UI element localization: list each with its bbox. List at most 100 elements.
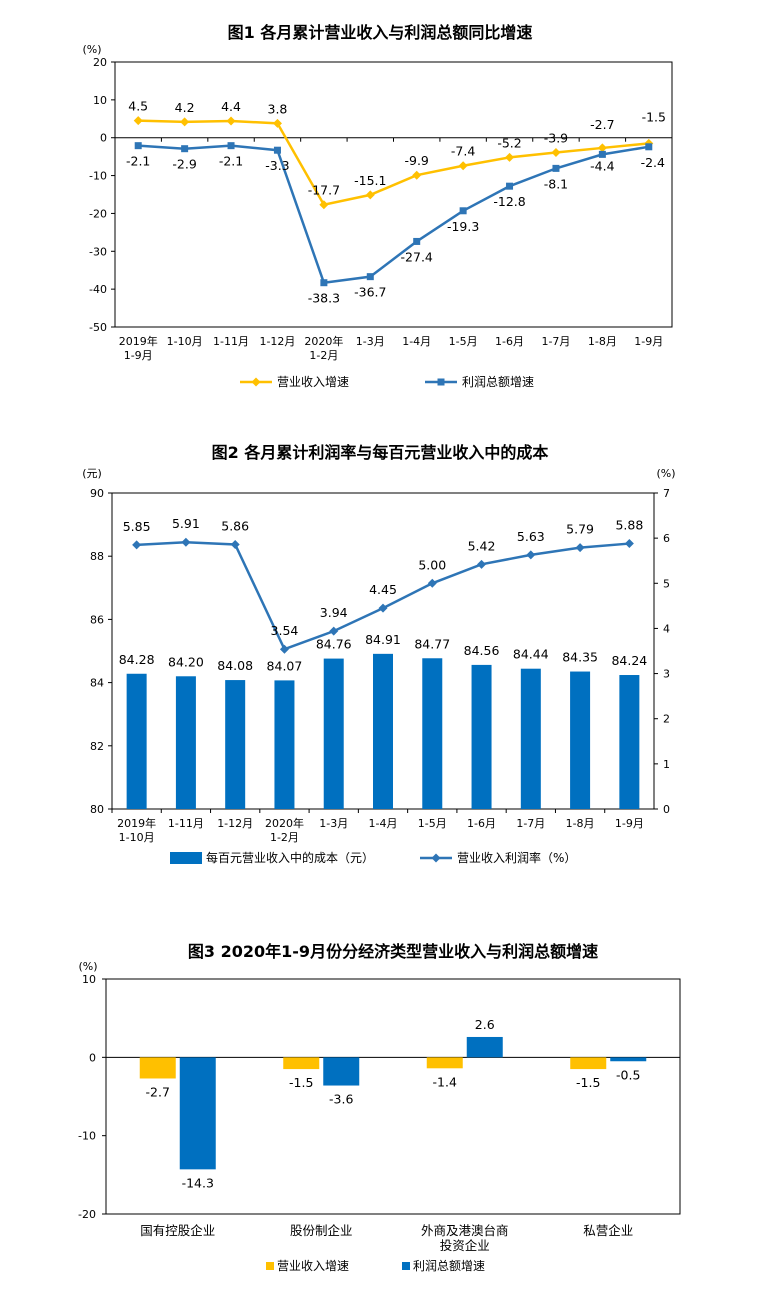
- chart3-revenue-data-label: -1.5: [576, 1075, 600, 1090]
- chart1-revenue-point: [226, 116, 236, 126]
- chart3-title: 图3 2020年1-9月份分经济类型营业收入与利润总额增速: [188, 942, 598, 961]
- chart1-y-tick-label: -20: [89, 207, 107, 220]
- chart2-cost-data-label: 84.28: [119, 652, 155, 667]
- chart3-y-tick-label: -10: [78, 1130, 96, 1143]
- chart2-profit-rate-point: [132, 540, 142, 550]
- chart1-revenue-point: [365, 190, 375, 200]
- chart2-left-tick-label: 86: [90, 613, 104, 626]
- chart1-profit-data-label: -36.7: [354, 285, 386, 300]
- chart2-x-tick-label: 2019年 1-10月: [117, 816, 156, 844]
- chart1-revenue-point: [551, 147, 561, 157]
- chart1-revenue-data-label: -7.4: [451, 144, 475, 159]
- chart2-right-tick-label: 4: [663, 622, 670, 635]
- chart2-profit-rate-point: [181, 537, 191, 547]
- chart1-profit-point: [506, 182, 514, 190]
- chart2-right-tick-label: 6: [663, 532, 670, 545]
- chart3-revenue-bar: [426, 1057, 463, 1069]
- chart2-profit-rate-point: [329, 626, 339, 636]
- chart1-profit-point: [134, 142, 142, 150]
- chart1-revenue-data-label: -17.7: [308, 183, 340, 198]
- chart3-x-tick-label: 国有控股企业: [140, 1223, 215, 1238]
- chart2-x-tick-label: 1-6月: [467, 817, 496, 830]
- chart1-profit-point: [273, 146, 281, 154]
- chart2-profit-rate-point: [279, 644, 289, 654]
- chart2-title: 图2 各月累计利润率与每百元营业收入中的成本: [212, 443, 549, 462]
- chart1-revenue-point: [505, 152, 515, 162]
- chart2-cost-bar: [323, 658, 344, 809]
- chart2-left-tick-label: 80: [90, 803, 104, 816]
- chart3-x-tick-label: 股份制企业: [290, 1223, 353, 1238]
- chart2-cost-data-label: 84.44: [513, 647, 549, 662]
- chart2-cost-bar: [274, 680, 295, 809]
- chart3-profit-bar: [610, 1057, 647, 1062]
- chart1-x-tick-label: 2020年 1-2月: [304, 334, 343, 362]
- chart3-legend-profit-label: 利润总额增速: [413, 1259, 485, 1273]
- chart3-revenue-bar: [139, 1057, 176, 1079]
- chart2-profit-rate-data-label: 5.42: [468, 538, 496, 553]
- chart2-profit-rate-data-label: 5.88: [615, 518, 643, 533]
- chart3-profit-data-label: -3.6: [329, 1092, 353, 1107]
- chart2-right-tick-label: 3: [663, 668, 670, 681]
- chart2-left-tick-label: 82: [90, 740, 104, 753]
- chart1-profit-point: [320, 279, 328, 287]
- chart1-profit-point: [413, 237, 421, 245]
- chart2-right-tick-label: 1: [663, 758, 670, 771]
- chart2-profit-rate-data-label: 3.94: [320, 605, 348, 620]
- chart1-profit-point: [645, 143, 653, 151]
- chart2-profit-rate-data-label: 5.63: [517, 529, 545, 544]
- chart1-x-tick-label: 1-9月: [634, 335, 663, 348]
- chart1-revenue-point: [458, 161, 468, 171]
- chart1-revenue-line: [138, 119, 649, 207]
- chart1-revenue-point: [597, 143, 607, 153]
- chart1-revenue-point: [319, 200, 329, 210]
- chart2-cost-bar: [471, 664, 492, 809]
- chart2-cost-bar: [175, 676, 196, 809]
- chart1-profit-data-label: -2.4: [641, 155, 665, 170]
- chart1-y-tick-label: 0: [100, 132, 107, 145]
- chart-revenue-profit-growth: 图1 各月累计营业收入与利润总额同比增速 (%) -50 -40 -30 -20 -10 0 1…: [0, 0, 760, 410]
- chart2-cost-bar: [619, 675, 640, 809]
- chart2-left-tick-label: 88: [90, 550, 104, 563]
- chart2-x-tick-label: 1-4月: [369, 817, 398, 830]
- chart1-revenue-data-label: -2.7: [590, 117, 614, 132]
- chart2-cost-data-label: 84.24: [611, 653, 647, 668]
- chart1-profit-data-label: -27.4: [401, 249, 433, 264]
- chart1-x-tick-label: 1-12月: [259, 335, 295, 348]
- chart2-profit-rate-data-label: 5.86: [221, 518, 249, 533]
- chart1-revenue-data-label: -9.9: [405, 153, 429, 168]
- chart2-cost-data-label: 84.77: [414, 636, 450, 651]
- chart2-legend-rate-marker: [431, 853, 441, 863]
- chart1-y-tick-label: -30: [89, 245, 107, 258]
- chart1-x-tick-label: 2019年 1-9月: [119, 334, 158, 362]
- chart1-x-tick-label: 1-3月: [356, 335, 385, 348]
- chart1-revenue-point: [412, 170, 422, 180]
- chart1-x-tick-label: 1-8月: [588, 335, 617, 348]
- chart1-profit-data-label: -4.4: [590, 158, 614, 173]
- chart3-revenue-data-label: -2.7: [146, 1084, 170, 1099]
- chart1-profit-data-label: -3.3: [265, 158, 289, 173]
- chart2-profit-rate-point: [230, 539, 240, 549]
- chart2-cost-data-label: 84.08: [217, 658, 253, 673]
- chart1-x-tick-label: 1-10月: [167, 335, 203, 348]
- chart2-cost-bar: [570, 671, 591, 809]
- chart1-y-tick-label: -40: [89, 283, 107, 296]
- chart1-profit-data-label: -8.1: [544, 176, 568, 191]
- chart2-cost-data-label: 84.20: [168, 654, 204, 669]
- chart3-profit-data-label: -0.5: [616, 1067, 640, 1082]
- chart1-title: 图1 各月累计营业收入与利润总额同比增速: [228, 23, 533, 42]
- chart2-legend-cost-swatch: [170, 852, 202, 864]
- chart-profit-rate-cost: 图2 各月累计利润率与每百元营业收入中的成本 (元) (%) 80 82 84 86 88 90…: [0, 420, 760, 890]
- chart3-profit-bar: [466, 1036, 503, 1058]
- chart2-legend-rate-label: 营业收入利润率（%）: [457, 850, 576, 865]
- chart2-profit-rate-data-label: 5.85: [123, 519, 151, 534]
- chart3-x-tick-label: 私营企业: [583, 1223, 633, 1238]
- chart3-y-unit: (%): [78, 960, 97, 973]
- chart1-revenue-point: [133, 116, 143, 126]
- chart1-profit-point: [552, 164, 560, 172]
- chart1-y-tick-label: 20: [93, 56, 107, 69]
- chart2-profit-rate-data-label: 5.91: [172, 516, 200, 531]
- chart2-right-tick-label: 0: [663, 803, 670, 816]
- chart3-profit-data-label: 2.6: [475, 1017, 495, 1032]
- chart2-svg: 图2 各月累计利润率与每百元营业收入中的成本 (元) (%) 80 82 84 86 88 90…: [82, 443, 675, 865]
- chart2-profit-rate-data-label: 4.45: [369, 582, 397, 597]
